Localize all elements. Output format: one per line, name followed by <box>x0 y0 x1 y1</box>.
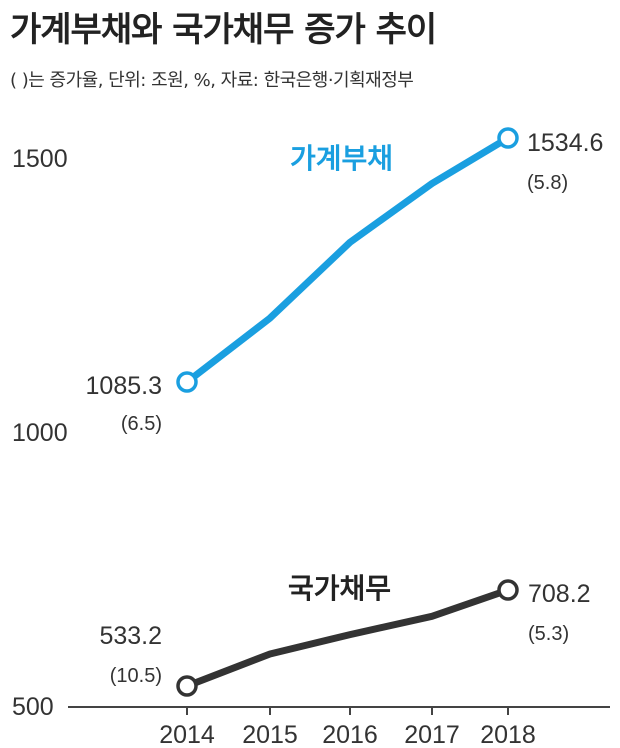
data-label-rate: (5.8) <box>527 172 568 194</box>
series-label-national-debt: 국가채무 <box>288 572 391 605</box>
data-point-marker <box>497 579 519 601</box>
data-label-value: 1085.3 <box>86 372 162 400</box>
y-tick-label: 1000 <box>12 419 68 447</box>
x-tick-label: 2016 <box>322 721 378 748</box>
data-label-value: 708.2 <box>528 580 591 608</box>
series-line-1 <box>183 134 512 386</box>
y-tick-label: 500 <box>12 693 54 721</box>
series-line-2 <box>183 586 512 690</box>
data-label-rate: (6.5) <box>121 413 162 435</box>
y-tick-label: 1500 <box>12 145 68 173</box>
data-label-rate: (10.5) <box>110 665 162 687</box>
series-label-household-debt: 가계부채 <box>290 142 393 175</box>
data-label-value: 533.2 <box>99 622 162 650</box>
chart-title: 가계부채와 국가채무 증가 추이 <box>10 10 437 50</box>
x-tick-label: 2018 <box>480 721 536 748</box>
data-point-marker <box>176 675 198 697</box>
x-tick-label: 2014 <box>159 721 215 748</box>
x-tick-label: 2015 <box>242 721 298 748</box>
data-point-marker <box>497 127 519 149</box>
chart-subtitle: ( )는 증가율, 단위: 조원, %, 자료: 한국은행·기획재정부 <box>10 70 414 91</box>
data-label-value: 1534.6 <box>527 129 603 157</box>
data-label-rate: (5.3) <box>528 623 569 645</box>
x-tick-label: 2017 <box>404 721 460 748</box>
data-point-marker <box>176 371 198 393</box>
